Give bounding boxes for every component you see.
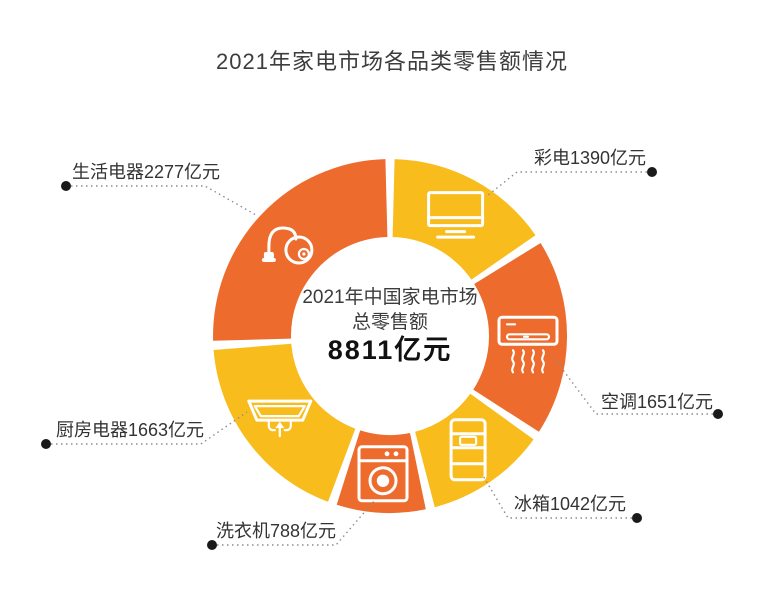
donut-segment-tv: [392, 159, 536, 280]
segment-label-color-tv: 彩电1390亿元: [534, 148, 646, 168]
vacuum-cleaner-icon: [261, 226, 314, 265]
leader-dot-washing-machine: [207, 540, 217, 550]
leader-dot-household-appliances: [61, 181, 71, 191]
leader-line-household-appliances: [66, 185, 257, 216]
leader-dot-color-tv: [647, 167, 657, 177]
leader-line-color-tv: [486, 171, 652, 197]
tv-icon: [427, 191, 485, 239]
donut-ring: [213, 159, 568, 513]
chart-title: 2021年家电市场各品类零售额情况: [216, 49, 568, 74]
leader-line-air-conditioner: [550, 353, 718, 415]
segment-label-washing-machine: 洗衣机788亿元: [216, 521, 336, 541]
air-conditioner-icon: [497, 315, 559, 374]
leader-dot-air-conditioner: [713, 409, 723, 419]
leader-dot-kitchen-appliances: [41, 439, 51, 449]
donut-center-line1: 2021年中国家电市场: [302, 286, 477, 308]
leader-line-kitchen-appliances: [46, 411, 248, 445]
segment-label-household-appliances: 生活电器2277亿元: [72, 162, 220, 182]
donut-center-total: 8811亿元: [328, 335, 453, 365]
segment-label-kitchen-appliances: 厨房电器1663亿元: [56, 420, 204, 440]
donut-segment-range-hood: [213, 343, 356, 502]
range-hood-icon: [247, 399, 313, 438]
segment-label-air-conditioner: 空调1651亿元: [601, 392, 713, 412]
donut-segment-air-conditioner: [473, 243, 568, 432]
donut-segment-refrigerator: [415, 393, 534, 508]
segment-label-refrigerator: 冰箱1042亿元: [514, 494, 626, 514]
washing-machine-icon: [357, 445, 409, 503]
donut-center-line2: 总零售额: [352, 311, 428, 333]
refrigerator-icon: [449, 418, 487, 482]
leader-line-washing-machine: [212, 499, 376, 546]
leader-dot-refrigerator: [632, 513, 642, 523]
